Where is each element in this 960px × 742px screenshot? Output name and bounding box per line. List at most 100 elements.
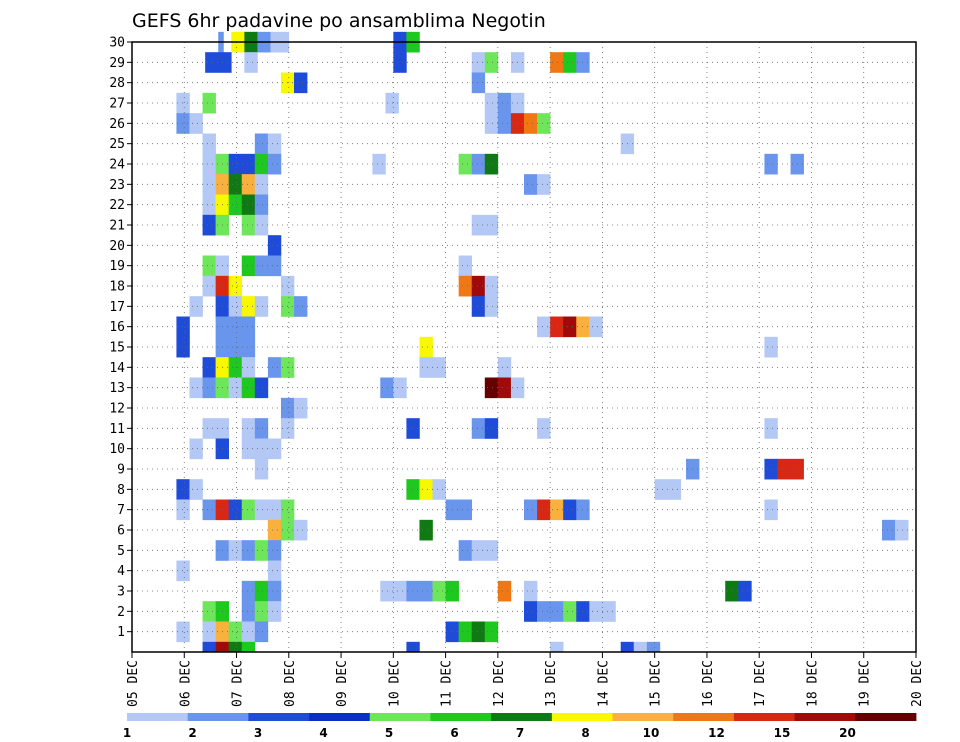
- heat-cell: [241, 621, 256, 643]
- y-tick-label: 17: [109, 300, 125, 315]
- heat-cell: [241, 641, 256, 653]
- heat-cell: [497, 113, 512, 134]
- heat-cell: [241, 580, 256, 602]
- heat-cell: [563, 499, 577, 521]
- legend-swatch: [673, 713, 735, 721]
- heat-cell: [432, 479, 446, 500]
- legend-label: 1: [123, 726, 131, 740]
- y-tick-label: 12: [109, 402, 125, 417]
- heat-cell: [563, 601, 577, 622]
- heat-cell: [895, 519, 909, 541]
- heat-cell: [228, 641, 243, 653]
- heat-cell: [228, 621, 243, 643]
- y-tick-label: 15: [109, 341, 125, 356]
- legend-swatch: [855, 713, 917, 721]
- x-tick-label: 13 DEC: [544, 660, 559, 707]
- heat-cell: [267, 601, 282, 622]
- heat-cell: [202, 92, 216, 114]
- y-tick-label: 4: [117, 564, 125, 579]
- heat-cell: [524, 174, 538, 195]
- y-tick-label: 27: [109, 97, 125, 112]
- heat-cell: [202, 194, 216, 216]
- legend-label: 6: [450, 726, 458, 740]
- heat-cell: [202, 621, 216, 643]
- heat-cell: [497, 92, 512, 114]
- heat-cell: [471, 275, 486, 297]
- heat-cell: [176, 560, 190, 582]
- heat-cell: [189, 113, 203, 134]
- x-axis: 05 DEC 06 DEC 07 DEC 08 DEC 09 DEC 10 DEC 11 D…: [126, 652, 925, 707]
- heat-cell: [406, 580, 433, 602]
- y-tick-label: 13: [109, 381, 125, 396]
- cells-layer: [176, 31, 909, 653]
- heat-cell: [563, 316, 577, 338]
- heat-cell: [471, 214, 499, 236]
- legend-swatch: [187, 713, 249, 721]
- y-tick-label: 10: [109, 442, 125, 457]
- heat-cell: [419, 336, 433, 358]
- heat-cell: [228, 499, 243, 521]
- y-tick-label: 16: [109, 320, 125, 335]
- heat-cell: [484, 113, 499, 134]
- heat-cell: [267, 540, 282, 561]
- heat-cell: [228, 296, 243, 317]
- y-tick-label: 2: [117, 605, 125, 620]
- x-tick-label: 14 DEC: [596, 660, 611, 707]
- heat-cell: [524, 601, 538, 622]
- heat-cell: [176, 499, 190, 521]
- heat-cell: [764, 418, 778, 439]
- heat-cell: [419, 479, 433, 500]
- heat-cell: [202, 601, 216, 622]
- heat-cell: [537, 499, 551, 521]
- heat-cell: [241, 418, 256, 439]
- y-tick-label: 30: [109, 36, 125, 51]
- heat-cell: [537, 113, 551, 134]
- heat-cell: [267, 519, 282, 541]
- heat-cell: [254, 418, 269, 439]
- heat-cell: [458, 153, 473, 175]
- heat-cell: [202, 153, 216, 175]
- heat-cell: [189, 479, 203, 500]
- heat-cell: [254, 133, 269, 155]
- heat-cell: [497, 377, 512, 399]
- heat-cell: [215, 336, 256, 358]
- heat-cell: [228, 194, 243, 216]
- heat-cell: [537, 601, 564, 622]
- heat-cell: [633, 641, 648, 653]
- legend-swatch: [127, 713, 189, 721]
- heat-cell: [267, 235, 282, 256]
- heat-cell: [241, 174, 256, 195]
- heat-cell: [393, 377, 407, 399]
- heat-cell: [294, 397, 308, 419]
- legend-label: 5: [385, 726, 393, 740]
- heat-cell: [228, 153, 256, 175]
- heat-cell: [484, 377, 499, 399]
- heat-cell: [458, 255, 473, 277]
- heat-cell: [189, 377, 203, 399]
- legend-label: 7: [516, 726, 524, 740]
- heat-cell: [254, 377, 269, 399]
- heat-cell: [241, 601, 256, 622]
- y-axis: 1234567891011121314151617181920212223242…: [109, 36, 132, 640]
- heat-cell: [484, 52, 499, 73]
- y-tick-label: 25: [109, 137, 125, 152]
- heat-cell: [777, 458, 804, 480]
- heat-cell: [738, 580, 752, 602]
- heat-cell: [484, 621, 499, 643]
- x-tick-label: 15 DEC: [649, 660, 664, 707]
- heat-cell: [563, 52, 577, 73]
- heat-cell: [254, 296, 269, 317]
- y-tick-label: 28: [109, 76, 125, 91]
- heat-cell: [550, 641, 564, 653]
- x-tick-label: 07 DEC: [231, 660, 246, 707]
- heat-cell: [228, 275, 243, 297]
- heat-cell: [471, 621, 486, 643]
- y-tick-label: 19: [109, 259, 125, 274]
- x-tick-label: 10 DEC: [387, 660, 402, 707]
- heat-cell: [471, 153, 486, 175]
- heat-cell: [620, 641, 635, 653]
- legend-swatch: [369, 713, 431, 721]
- heat-cell: [524, 499, 538, 521]
- heat-cell: [294, 72, 308, 94]
- y-tick-label: 3: [117, 585, 125, 600]
